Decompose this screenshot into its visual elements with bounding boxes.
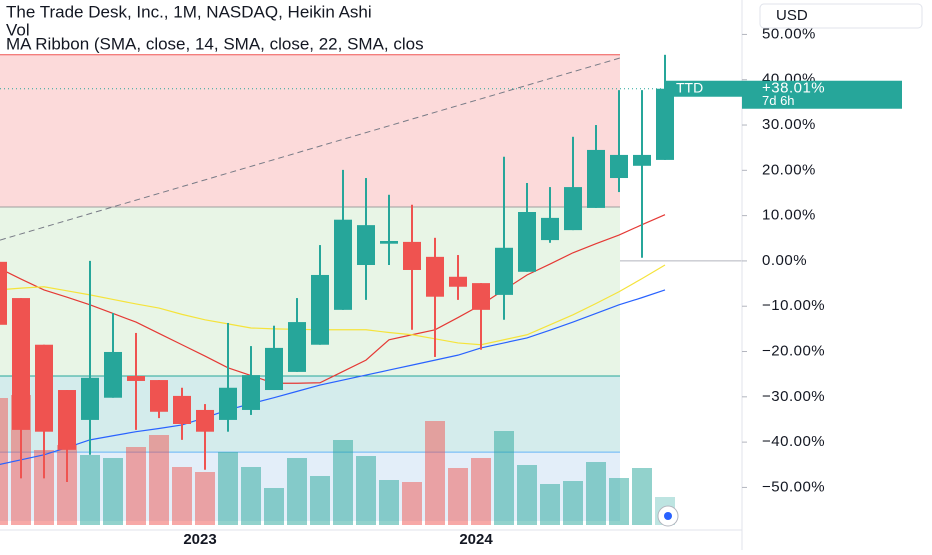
scroll-icon — [664, 512, 672, 520]
volume-bar — [34, 450, 54, 525]
volume-bar — [0, 398, 8, 525]
candle-body — [265, 347, 283, 391]
volume-bar — [80, 455, 100, 525]
volume-bar — [126, 447, 146, 525]
candle-body — [656, 88, 674, 160]
candle-body — [104, 351, 122, 398]
volume-bar — [241, 467, 261, 525]
volume-bar — [563, 481, 583, 525]
volume-bar — [218, 452, 238, 525]
currency-label[interactable]: USD — [776, 7, 808, 24]
candle-body — [518, 212, 536, 272]
y-tick-label: −30.00% — [762, 388, 825, 405]
volume-bar — [172, 467, 192, 525]
candle-body — [564, 187, 582, 231]
candle-body — [610, 154, 628, 179]
volume-bar — [310, 476, 330, 525]
candle-body — [380, 240, 398, 244]
symbol-tag-label: TTD — [676, 79, 703, 95]
candle-body — [495, 247, 513, 295]
ma-line — [0, 214, 666, 384]
zone — [0, 54, 620, 208]
candle-body — [403, 241, 421, 270]
y-tick-label: 50.00% — [762, 25, 816, 42]
candle-body — [173, 395, 191, 424]
price-axis: 50.00%40.00%30.00%20.00%10.00%0.00%−10.0… — [742, 25, 825, 495]
symbol-tag — [665, 80, 742, 97]
y-tick-label: −40.00% — [762, 433, 825, 450]
candle-body — [242, 375, 260, 410]
volume-bar — [402, 482, 422, 525]
x-tick-label: 2024 — [459, 531, 493, 548]
volume-bar — [632, 468, 652, 525]
volume-bar — [517, 465, 537, 525]
chart-title: The Trade Desk, Inc., 1M, NASDAQ, Heikin… — [6, 2, 372, 21]
candle-body — [587, 149, 605, 208]
candle-body — [150, 380, 168, 412]
x-tick-label: 2023 — [183, 531, 216, 548]
candle-body — [449, 276, 467, 287]
candle-body — [426, 256, 444, 297]
volume-bar — [425, 421, 445, 525]
candle-body — [58, 390, 76, 450]
y-tick-label: −10.00% — [762, 297, 825, 314]
volume-bar — [586, 462, 606, 525]
y-tick-label: −20.00% — [762, 342, 825, 359]
volume-bar — [264, 488, 284, 525]
volume-bar — [356, 456, 376, 525]
candle-body — [472, 283, 490, 310]
price-tag-label: +38.01% — [762, 80, 825, 97]
candle-body — [334, 219, 352, 310]
y-tick-label: −50.00% — [762, 478, 825, 495]
candle-body — [311, 274, 329, 345]
volume-bar — [494, 431, 514, 525]
volume-bar — [57, 445, 77, 525]
candle-body — [127, 375, 145, 381]
y-tick-label: 30.00% — [762, 116, 816, 133]
candle-body — [35, 344, 53, 432]
y-tick-label: 10.00% — [762, 207, 816, 224]
volume-bar — [103, 458, 123, 525]
trendline — [0, 57, 621, 241]
countdown-label: 7d 6h — [762, 93, 795, 108]
candle-body — [633, 154, 651, 166]
volume-bar — [287, 458, 307, 525]
indicator-label: MA Ribbon (SMA, close, 14, SMA, close, 2… — [6, 34, 424, 53]
volume-bar — [333, 440, 353, 525]
volume-bar — [448, 468, 468, 525]
zone — [0, 375, 620, 453]
price-tag — [742, 80, 902, 109]
y-tick-label: 0.00% — [762, 252, 807, 269]
candle-body — [219, 387, 237, 420]
legend: The Trade Desk, Inc., 1M, NASDAQ, Heikin… — [6, 2, 424, 53]
volume-bar — [540, 484, 560, 525]
volume-bar — [195, 472, 215, 525]
ma-line — [0, 264, 666, 346]
candle-body — [12, 298, 30, 430]
candle-body — [357, 225, 375, 265]
volume-bar — [379, 480, 399, 525]
ma-line — [0, 289, 666, 465]
volume-bar — [149, 435, 169, 525]
volume-label: Vol — [6, 20, 30, 39]
candle-body — [541, 217, 559, 241]
zone — [0, 207, 620, 376]
candle-body — [81, 377, 99, 420]
candle-body — [0, 261, 7, 325]
volume-bar — [609, 478, 629, 525]
currency-button[interactable] — [759, 3, 923, 29]
plot-area — [0, 54, 742, 525]
volume-bar — [471, 458, 491, 525]
y-tick-label: 20.00% — [762, 161, 816, 178]
candle-body — [196, 409, 214, 432]
candle-body — [288, 322, 306, 372]
